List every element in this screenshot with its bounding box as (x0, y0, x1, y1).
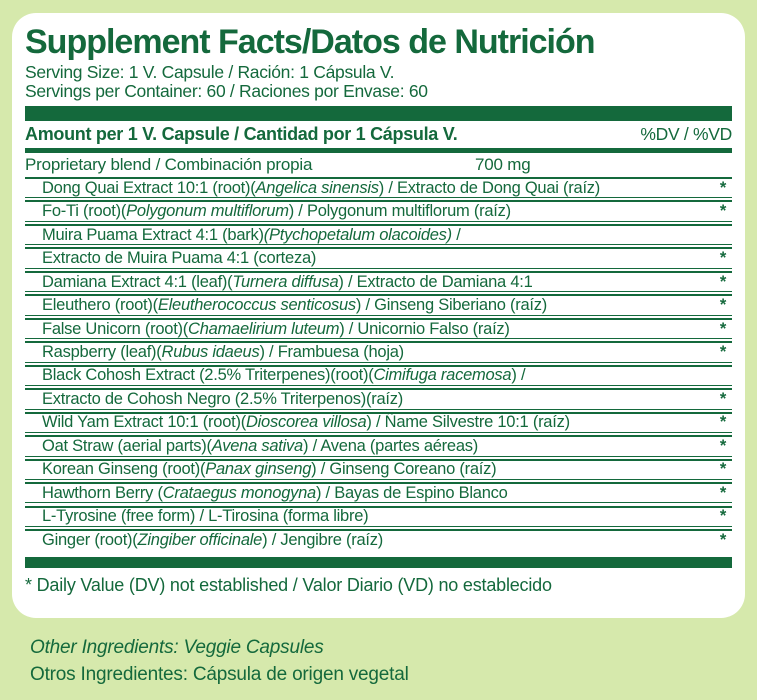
ingredient-row: L-Tyrosine (free form) / L-Tirosina (for… (25, 507, 732, 526)
ingredient-row: Korean Ginseng (root)(Panax ginseng) / G… (25, 460, 732, 479)
ingredient-row: Eleuthero (root)(Eleutherococcus sentico… (25, 296, 732, 314)
amount-header-row: Amount per 1 V. Capsule / Cantidad por 1… (25, 121, 732, 148)
row-divider (25, 361, 732, 367)
row-divider (25, 314, 732, 320)
percent-dv-label: %DV / %VD (640, 124, 732, 144)
row-divider (25, 338, 732, 344)
supplement-facts-panel: Supplement Facts/Datos de Nutrición Serv… (12, 13, 745, 618)
ingredient-name: Extracto de Cohosh Negro (2.5% Triterpen… (42, 389, 403, 408)
dv-asterisk: * (719, 178, 726, 197)
ingredient-row: Wild Yam Extract 10:1 (root)(Dioscorea v… (25, 413, 732, 432)
row-divider (25, 502, 732, 508)
ingredient-row: Ginger (root)(Zingiber officinale) / Jen… (25, 531, 732, 549)
ingredient-row: Fo-Ti (root)(Polygonum multiflorum) / Po… (25, 202, 732, 220)
serving-size-line: Serving Size: 1 V. Capsule / Ración: 1 C… (25, 62, 395, 82)
proprietary-blend-amount: 700 mg (475, 155, 531, 174)
row-divider (25, 220, 732, 226)
ingredient-name: Oat Straw (aerial parts)(Avena sativa) /… (42, 436, 479, 455)
other-ingredients-block: Other Ingredients: Veggie Capsules Otros… (30, 634, 409, 688)
other-ingredients-spanish: Otros Ingredientes: Cápsula de origen ve… (30, 664, 409, 685)
row-divider (25, 197, 732, 203)
ingredient-row: Oat Straw (aerial parts)(Avena sativa) /… (25, 437, 732, 455)
other-ingredients-english: Other Ingredients: Veggie Capsules (30, 637, 324, 658)
ingredient-name: L-Tyrosine (free form) / L-Tirosina (for… (42, 507, 369, 526)
row-divider (25, 267, 732, 273)
servings-per-container-line: Servings per Container: 60 / Raciones po… (25, 81, 428, 101)
dv-asterisk: * (719, 202, 726, 221)
dv-asterisk: * (719, 507, 726, 526)
dv-asterisk: * (719, 413, 726, 432)
ingredient-row: False Unicorn (root)(Chamaelirium luteum… (25, 320, 732, 338)
proprietary-blend-row: Proprietary blend / Combinación propia 7… (25, 153, 732, 177)
ingredient-name: Raspberry (leaf)(Rubus idaeus) / Frambue… (42, 342, 404, 361)
ingredient-name: Extracto de Muira Puama 4:1 (corteza) (42, 249, 317, 268)
ingredient-row: Raspberry (leaf)(Rubus idaeus) / Frambue… (25, 343, 732, 361)
ingredient-name: Dong Quai Extract 10:1 (root)(Angelica s… (42, 178, 601, 197)
row-divider (25, 291, 732, 297)
ingredient-name: Ginger (root)(Zingiber officinale) / Jen… (42, 530, 383, 549)
ingredient-name: False Unicorn (root)(Chamaelirium luteum… (42, 319, 510, 338)
ingredient-name: Fo-Ti (root)(Polygonum multiflorum) / Po… (42, 202, 511, 221)
ingredient-row: Damiana Extract 4:1 (leaf)(Turnera diffu… (25, 273, 732, 291)
ingredient-name: Korean Ginseng (root)(Panax ginseng) / G… (42, 460, 497, 479)
ingredient-row: Black Cohosh Extract (2.5% Triterpenes)(… (25, 366, 732, 385)
ingredient-name: Muira Puama Extract 4:1 (bark)(Ptychopet… (42, 225, 461, 244)
row-divider (25, 244, 732, 250)
divider-thick-top (25, 106, 732, 121)
proprietary-blend-label: Proprietary blend / Combinación propia (25, 155, 313, 174)
row-divider (25, 455, 732, 461)
ingredient-name: Damiana Extract 4:1 (leaf)(Turnera diffu… (42, 272, 533, 291)
ingredient-row: Extracto de Muira Puama 4:1 (corteza) * (25, 249, 732, 267)
panel-title: Supplement Facts/Datos de Nutrición (25, 23, 596, 61)
divider-medium (25, 148, 732, 153)
ingredient-list: Dong Quai Extract 10:1 (root)(Angelica s… (25, 179, 732, 549)
row-divider (25, 525, 732, 532)
ingredient-row: Hawthorn Berry (Crataegus monogyna) / Ba… (25, 484, 732, 502)
row-divider (25, 408, 732, 414)
ingredient-row: Extracto de Cohosh Negro (2.5% Triterpen… (25, 390, 732, 408)
dv-asterisk: * (719, 483, 726, 502)
amount-per-capsule-label: Amount per 1 V. Capsule / Cantidad por 1… (25, 124, 458, 144)
divider-thick-bottom (25, 557, 732, 569)
dv-asterisk: * (719, 342, 726, 361)
dv-asterisk: * (719, 319, 726, 338)
dv-asterisk: * (719, 436, 726, 455)
dv-asterisk: * (719, 249, 726, 268)
dv-asterisk: * (719, 530, 726, 549)
ingredient-name: Wild Yam Extract 10:1 (root)(Dioscorea v… (42, 413, 570, 432)
ingredient-name: Hawthorn Berry (Crataegus monogyna) / Ba… (42, 483, 508, 502)
divider-thin (25, 177, 732, 179)
row-divider (25, 432, 732, 438)
ingredient-row: Muira Puama Extract 4:1 (bark)(Ptychopet… (25, 226, 732, 244)
dv-asterisk: * (719, 389, 726, 408)
daily-value-footnote: * Daily Value (DV) not established / Val… (25, 575, 552, 596)
row-divider (25, 385, 732, 391)
ingredient-name: Black Cohosh Extract (2.5% Triterpenes)(… (42, 366, 526, 385)
dv-asterisk: * (719, 296, 726, 315)
ingredient-row: Dong Quai Extract 10:1 (root)(Angelica s… (25, 179, 732, 197)
row-divider (25, 479, 732, 485)
dv-asterisk: * (719, 272, 726, 291)
ingredient-name: Eleuthero (root)(Eleutherococcus sentico… (42, 296, 548, 315)
dv-asterisk: * (719, 460, 726, 479)
